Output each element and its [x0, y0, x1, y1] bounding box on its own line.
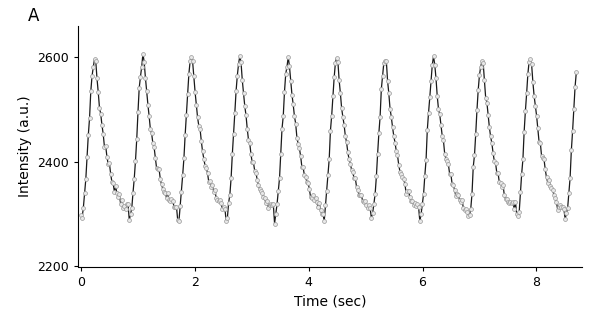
Y-axis label: Intensity (a.u.): Intensity (a.u.) [17, 96, 32, 197]
Text: A: A [28, 7, 39, 25]
X-axis label: Time (sec): Time (sec) [294, 294, 366, 308]
